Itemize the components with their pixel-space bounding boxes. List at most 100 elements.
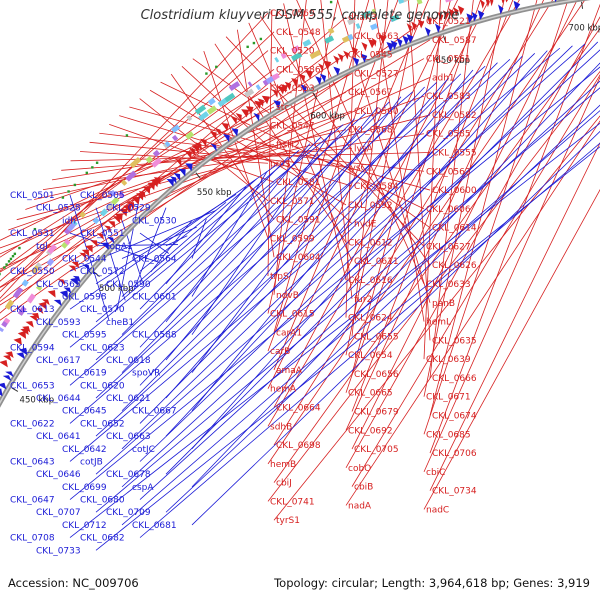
reverse-gene-label: CKL_0652 [80, 419, 125, 429]
feature-segment [341, 33, 354, 43]
forward-gene-label: CKL_0521 [426, 17, 471, 27]
reverse-leader-line [121, 178, 257, 297]
feature-segment [64, 238, 71, 246]
forward-gene-arrow [13, 337, 22, 346]
reverse-gene-label: CKL_0613 [10, 305, 55, 315]
feature-dot [85, 171, 88, 175]
feature-segment [224, 92, 236, 103]
ruler-tick [581, 1, 584, 9]
feature-segment [185, 131, 195, 140]
reverse-gene-arrow [53, 299, 62, 307]
forward-gene-label: ndvB [276, 291, 299, 301]
reverse-leader-line [139, 142, 600, 538]
forward-gene-label: CKL_0527 [354, 69, 399, 79]
forward-gene-label: CKL_0665 [348, 389, 393, 399]
feature-segment [164, 140, 171, 148]
forward-gene-arrow [79, 252, 87, 260]
feature-segment [361, 10, 372, 19]
forward-gene-arrow [272, 89, 278, 98]
reverse-leader-line [139, 80, 600, 500]
forward-gene-label: tyrS1 [276, 516, 300, 526]
forward-gene-arrow [96, 233, 105, 240]
forward-gene-arrow [57, 278, 66, 286]
reverse-gene-label: CKL_0678 [106, 470, 151, 480]
forward-gene-label: CKL_0734 [432, 487, 477, 497]
forward-gene-label: CKL_0560 [354, 107, 399, 117]
reverse-gene-arrow [70, 277, 78, 286]
reverse-gene-label: CKL_0699 [62, 483, 107, 493]
reverse-leader-line [191, 96, 402, 373]
forward-gene-arrow [5, 351, 14, 359]
reverse-gene-arrow [82, 264, 90, 271]
forward-leader-line [119, 115, 353, 187]
forward-gene-label: CKL_0655 [354, 332, 399, 342]
forward-gene-arrow [406, 23, 412, 33]
forward-gene-label: cbiC [426, 468, 445, 478]
reverse-gene-label: CKL_0590 [106, 280, 151, 290]
feature-dot [73, 183, 77, 187]
forward-leader-line [273, 0, 307, 295]
forward-leader-line [296, 0, 425, 285]
forward-gene-label: CKL_0706 [432, 449, 477, 459]
forward-gene-arrow [41, 299, 50, 306]
reverse-leader-line [95, 43, 586, 475]
reverse-gene-label: CKL_0618 [106, 356, 151, 366]
forward-gene-label: CKL_0520 [270, 47, 315, 57]
forward-gene-arrow [378, 34, 387, 44]
feature-dot [61, 196, 65, 199]
forward-gene-arrow [71, 261, 80, 269]
reverse-gene-label: CKL_0565 [36, 280, 81, 290]
reverse-gene-label: CKL_0643 [10, 457, 55, 467]
feature-dot [91, 166, 94, 169]
reverse-gene-label: CKL_0682 [80, 534, 125, 544]
reverse-leader-line [95, 59, 511, 437]
forward-leader-line [273, 0, 554, 446]
forward-gene-label: trpS [270, 272, 289, 282]
forward-gene-arrow [291, 78, 298, 87]
reverse-gene-arrow [315, 76, 322, 85]
reverse-gene-label: CKL_0572 [80, 267, 125, 277]
forward-gene-arrow [241, 109, 250, 118]
forward-gene-label: fur2 [354, 295, 372, 305]
reverse-gene-label: CKL_0733 [36, 546, 81, 556]
feature-dot [7, 260, 11, 263]
reverse-gene-label: CKL_0570 [80, 305, 125, 315]
reverse-gene-arrow [477, 10, 485, 20]
forward-gene-arrow [257, 98, 264, 107]
forward-gene-label: CKL_0616 [348, 276, 393, 286]
feature-segment [151, 157, 162, 168]
forward-gene-arrow [85, 245, 93, 253]
reverse-leader-line [139, 156, 289, 310]
feature-segment [291, 51, 303, 62]
reverse-gene-arrow [16, 352, 25, 360]
forward-leader-line [89, 141, 347, 168]
forward-leader-line [429, 142, 600, 491]
forward-leader-line [259, 15, 431, 266]
reverse-gene-label: CKL_0621 [106, 394, 151, 404]
reverse-gene-label: tgl [36, 242, 48, 252]
forward-gene-arrow [261, 95, 270, 105]
forward-leader-line [267, 0, 520, 427]
forward-gene-arrow [305, 70, 314, 79]
ruler-tick [313, 92, 318, 100]
reverse-leader-line [165, 104, 600, 513]
feature-segment [118, 191, 125, 199]
reverse-gene-label: CKL_0505 [80, 191, 125, 201]
forward-leader-line [345, 0, 420, 356]
forward-gene-arrow [25, 321, 34, 328]
feature-segment [4, 299, 15, 310]
reverse-gene-label: CKL_0529 [106, 204, 151, 214]
reverse-gene-label: CKL_0594 [10, 343, 55, 353]
forward-gene-arrow [22, 326, 31, 333]
feature-segment [186, 114, 193, 122]
feature-segment [416, 0, 423, 5]
reverse-gene-arrow [231, 128, 239, 137]
forward-leader-line [181, 66, 353, 224]
feature-segment [207, 97, 216, 106]
reverse-gene-arrow [498, 4, 504, 15]
forward-gene-label: hydE [354, 220, 377, 230]
feature-segment [35, 262, 43, 269]
reverse-gene-label: cspA [132, 483, 154, 493]
ruler-label: 500 kbp [99, 284, 134, 294]
